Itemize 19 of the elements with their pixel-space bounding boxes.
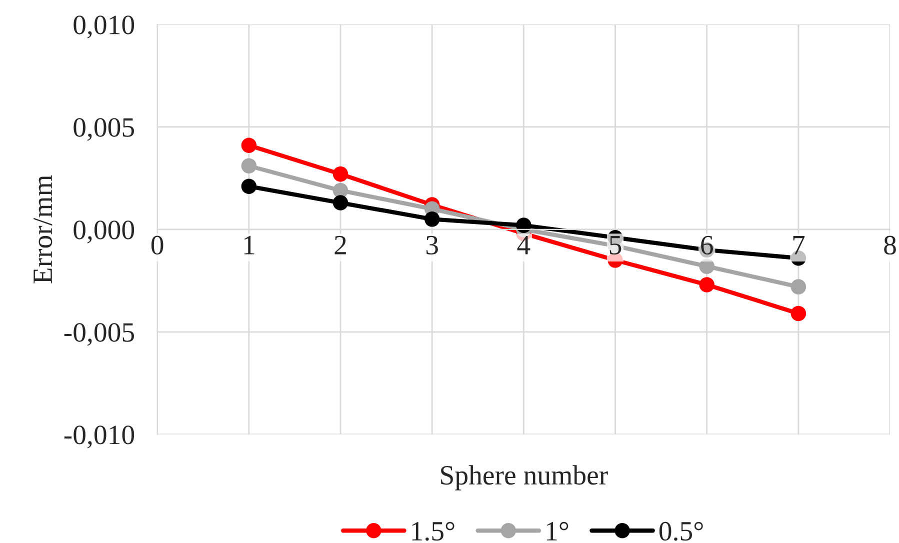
x-tick-label: 2 [334,236,346,254]
x-tick-label: 5 [610,236,622,255]
legend-label: 0.5° [659,522,703,541]
x-tick-label: 0 [151,236,164,255]
legend-label: 1° [546,522,568,540]
y-tick-label: 0,005 [74,118,134,141]
y-tick-label: -0,005 [64,323,134,346]
y-tick-label: -0,010 [64,426,134,448]
x-tick-label: 7 [793,236,805,254]
legend-label: 1.5° [412,522,454,541]
y-tick-label: 0,000 [74,220,134,244]
x-tick-label: 4 [517,236,530,254]
x-tick-label: 3 [426,236,438,255]
x-tick-label: 8 [884,236,896,255]
x-tick-label: 6 [701,236,713,255]
y-axis-title: Error/mm [34,175,52,284]
x-axis-title: Sphere number [441,465,608,490]
x-tick-label: 1 [244,236,254,254]
y-tick-label: 0,010 [74,16,134,38]
